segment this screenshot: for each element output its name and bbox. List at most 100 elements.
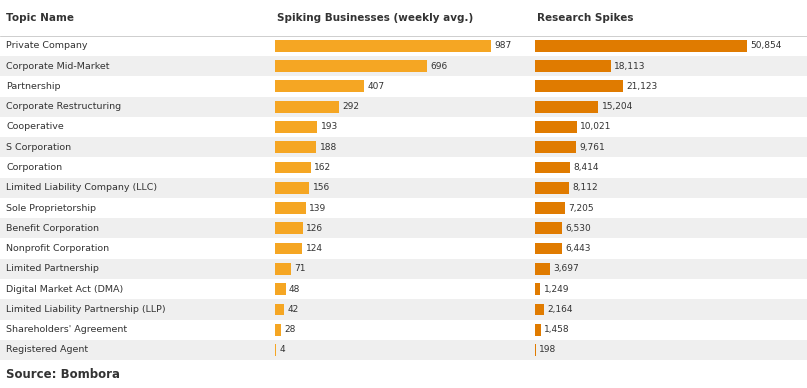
Bar <box>275 101 339 113</box>
Bar <box>0 238 807 259</box>
Text: 21,123: 21,123 <box>626 82 658 91</box>
Bar <box>0 178 807 198</box>
Bar <box>0 198 807 218</box>
Text: Source: Bombora: Source: Bombora <box>6 367 120 381</box>
Bar <box>275 344 276 356</box>
Text: 50,854: 50,854 <box>751 42 782 50</box>
Text: 8,414: 8,414 <box>574 163 599 172</box>
Bar <box>0 299 807 320</box>
Bar <box>535 141 575 153</box>
Bar <box>275 242 303 255</box>
Text: 193: 193 <box>320 123 338 132</box>
Bar <box>0 279 807 299</box>
Text: 407: 407 <box>367 82 384 91</box>
Bar <box>275 222 303 234</box>
Text: Cooperative: Cooperative <box>6 123 65 132</box>
Bar <box>0 137 807 158</box>
Bar <box>535 40 747 52</box>
Bar <box>275 263 291 275</box>
Text: Research Spikes: Research Spikes <box>537 13 633 23</box>
Text: 7,205: 7,205 <box>568 204 594 213</box>
Bar <box>535 283 540 295</box>
Text: Topic Name: Topic Name <box>6 13 74 23</box>
Text: 10,021: 10,021 <box>580 123 612 132</box>
Text: Benefit Corporation: Benefit Corporation <box>6 224 99 233</box>
Text: 4: 4 <box>279 345 285 354</box>
Bar <box>535 344 536 356</box>
Text: 18,113: 18,113 <box>614 62 646 71</box>
Text: Corporation: Corporation <box>6 163 63 172</box>
Bar <box>275 202 306 214</box>
Bar <box>535 80 623 92</box>
Bar <box>275 141 316 153</box>
Bar <box>535 242 562 255</box>
Text: 6,443: 6,443 <box>565 244 591 253</box>
Text: 28: 28 <box>285 325 296 334</box>
Bar <box>275 121 317 133</box>
Text: 162: 162 <box>314 163 331 172</box>
Text: Registered Agent: Registered Agent <box>6 345 89 354</box>
Bar <box>275 60 427 72</box>
Bar <box>535 121 577 133</box>
Text: 126: 126 <box>306 224 323 233</box>
Bar <box>535 324 541 336</box>
Text: 48: 48 <box>289 285 300 294</box>
Bar <box>535 303 544 315</box>
Bar <box>0 259 807 279</box>
Text: Private Company: Private Company <box>6 42 88 50</box>
Bar <box>535 101 599 113</box>
Text: Nonprofit Corporation: Nonprofit Corporation <box>6 244 110 253</box>
Bar <box>0 117 807 137</box>
Text: 8,112: 8,112 <box>572 183 598 192</box>
Text: Limited Partnership: Limited Partnership <box>6 264 99 273</box>
Text: 1,249: 1,249 <box>543 285 569 294</box>
Bar <box>535 60 611 72</box>
Bar <box>0 0 807 36</box>
Text: Digital Market Act (DMA): Digital Market Act (DMA) <box>6 285 123 294</box>
Text: 71: 71 <box>294 264 305 273</box>
Text: Partnership: Partnership <box>6 82 61 91</box>
Bar <box>0 36 807 56</box>
Text: 3,697: 3,697 <box>554 264 579 273</box>
Text: 139: 139 <box>309 204 326 213</box>
Bar <box>0 320 807 340</box>
Text: 696: 696 <box>430 62 448 71</box>
Bar <box>275 80 364 92</box>
Bar <box>535 222 562 234</box>
Text: 42: 42 <box>287 305 299 314</box>
Text: Limited Liability Partnership (LLP): Limited Liability Partnership (LLP) <box>6 305 166 314</box>
Text: 188: 188 <box>320 143 337 152</box>
Text: S Corporation: S Corporation <box>6 143 72 152</box>
Text: Spiking Businesses (weekly avg.): Spiking Businesses (weekly avg.) <box>277 13 473 23</box>
Text: 9,761: 9,761 <box>579 143 604 152</box>
Text: 1,458: 1,458 <box>545 325 570 334</box>
Bar <box>0 218 807 238</box>
Text: 198: 198 <box>539 345 556 354</box>
Text: 2,164: 2,164 <box>547 305 573 314</box>
Text: 6,530: 6,530 <box>566 224 592 233</box>
Bar <box>0 56 807 76</box>
Text: 292: 292 <box>342 102 359 111</box>
Text: Limited Liability Company (LLC): Limited Liability Company (LLC) <box>6 183 157 192</box>
Text: Sole Proprietorship: Sole Proprietorship <box>6 204 97 213</box>
Bar <box>535 202 565 214</box>
Bar <box>535 182 569 194</box>
Bar <box>275 324 282 336</box>
Text: 15,204: 15,204 <box>602 102 633 111</box>
Bar <box>0 76 807 97</box>
Bar <box>275 40 491 52</box>
Bar <box>0 360 807 388</box>
Text: Shareholders' Agreement: Shareholders' Agreement <box>6 325 128 334</box>
Bar <box>275 182 309 194</box>
Bar <box>0 158 807 178</box>
Text: 987: 987 <box>494 42 511 50</box>
Text: 156: 156 <box>312 183 330 192</box>
Text: Corporate Restructuring: Corporate Restructuring <box>6 102 122 111</box>
Bar <box>0 97 807 117</box>
Bar <box>535 263 550 275</box>
Bar <box>0 340 807 360</box>
Text: 124: 124 <box>306 244 323 253</box>
Bar <box>275 283 286 295</box>
Text: Corporate Mid-Market: Corporate Mid-Market <box>6 62 110 71</box>
Bar <box>275 303 284 315</box>
